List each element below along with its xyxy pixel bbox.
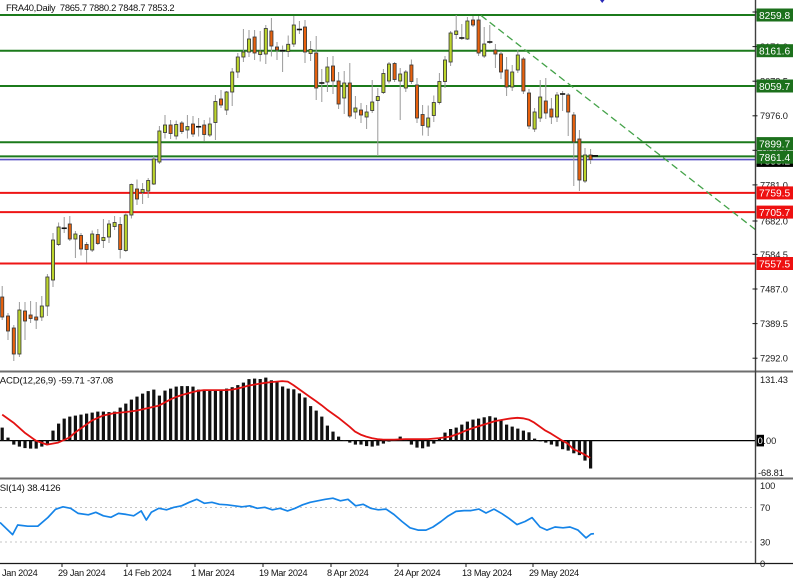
svg-text:8259.8: 8259.8	[759, 11, 790, 22]
svg-text:7682.0: 7682.0	[760, 216, 788, 226]
svg-text:8059.7: 8059.7	[759, 82, 790, 93]
svg-text:Jan 2024: Jan 2024	[2, 568, 38, 578]
svg-text:8161.6: 8161.6	[759, 47, 790, 58]
svg-text:.00: .00	[763, 436, 776, 446]
svg-text:FRA40,Daily 7865.7 7880.2 784: FRA40,Daily 7865.7 7880.2 7848.7 7853.2	[6, 2, 174, 13]
svg-text:MACD(12,26,9) -59.71 -37.08: MACD(12,26,9) -59.71 -37.08	[0, 376, 113, 387]
svg-text:7781.0: 7781.0	[760, 180, 788, 190]
svg-text:13 May 2024: 13 May 2024	[462, 568, 512, 578]
svg-text:24 Apr 2024: 24 Apr 2024	[394, 568, 440, 578]
svg-text:70: 70	[760, 503, 770, 513]
svg-text:7557.5: 7557.5	[759, 259, 790, 270]
svg-text:29 May 2024: 29 May 2024	[529, 568, 579, 578]
svg-text:7584.5: 7584.5	[760, 250, 788, 260]
svg-text:29 Jan 2024: 29 Jan 2024	[58, 568, 105, 578]
svg-text:7487.0: 7487.0	[760, 284, 788, 294]
svg-text:19 Mar 2024: 19 Mar 2024	[259, 568, 307, 578]
svg-text:7389.5: 7389.5	[760, 319, 788, 329]
svg-text:8 Apr 2024: 8 Apr 2024	[327, 568, 369, 578]
svg-text:7899.7: 7899.7	[759, 139, 790, 150]
svg-text:-68.81: -68.81	[758, 468, 784, 478]
svg-text:0: 0	[760, 559, 765, 569]
svg-text:7759.5: 7759.5	[759, 189, 790, 200]
svg-text:7861.4: 7861.4	[759, 153, 790, 164]
svg-text:131.43: 131.43	[760, 375, 788, 385]
svg-text:0: 0	[758, 436, 763, 446]
svg-text:RSI(14) 38.4126: RSI(14) 38.4126	[0, 483, 60, 494]
svg-text:7976.0: 7976.0	[760, 111, 788, 121]
svg-text:30: 30	[760, 537, 770, 547]
svg-text:7705.7: 7705.7	[759, 208, 790, 219]
svg-text:100: 100	[760, 481, 775, 491]
svg-text:1 Mar 2024: 1 Mar 2024	[191, 568, 235, 578]
svg-text:7292.0: 7292.0	[760, 354, 788, 364]
svg-text:14 Feb 2024: 14 Feb 2024	[123, 568, 171, 578]
